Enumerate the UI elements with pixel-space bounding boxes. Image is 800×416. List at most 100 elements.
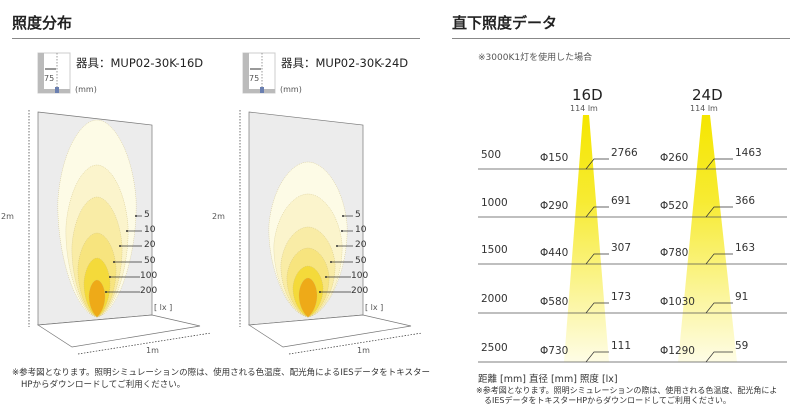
leader-line <box>585 302 609 314</box>
contour-label: 50 <box>144 256 156 266</box>
right-note: ※参考図となります。照明シミュレーションの際は、使用される色温度、配光角によ る… <box>476 386 777 406</box>
leader-dot <box>341 230 343 232</box>
table-legend: 距離 [mm] 直径 [mm] 照度 [lx] <box>478 374 618 385</box>
divider <box>12 38 420 39</box>
distance-value: 2000 <box>481 293 508 305</box>
illuminance-value: 1463 <box>735 147 762 159</box>
contour-label: 50 <box>355 256 367 266</box>
beam-16d-lumen: 114 lm <box>570 104 598 113</box>
note-line: ※参考図となります。照明シミュレーションの際は、使用される色温度、配光角によ <box>476 386 778 395</box>
contour-label: 10 <box>144 225 156 235</box>
condition-text: ※3000K1灯を使用した場合 <box>478 53 593 63</box>
leader-dot <box>325 276 327 278</box>
lux-unit-label: [ lx ] <box>154 303 173 312</box>
illuminance-value: 173 <box>611 291 632 303</box>
distance-value: 2500 <box>481 342 508 354</box>
direct-illuminance-title: 直下照度データ <box>452 14 558 32</box>
floor-plane <box>36 314 201 348</box>
leader-line <box>585 158 609 170</box>
contour-label: 5 <box>144 210 150 220</box>
diameter-value: Φ730 <box>540 345 569 357</box>
leader-dot <box>330 261 332 263</box>
diameter-value: Φ440 <box>540 247 569 259</box>
wall-icon <box>38 53 44 93</box>
illuminance-value: 91 <box>735 291 749 303</box>
illuminance-value: 111 <box>611 340 632 352</box>
leader-line <box>585 206 609 218</box>
ceiling-icon <box>243 89 275 93</box>
floor-plane <box>247 314 412 348</box>
diameter-value: Φ260 <box>660 152 689 164</box>
leader-dot <box>105 291 107 293</box>
leader-line <box>705 253 733 265</box>
unit-label: (mm) <box>280 85 302 94</box>
isolux-contour-200 <box>88 279 106 318</box>
beam-24d-name: 24D <box>692 86 723 104</box>
illuminance-value: 366 <box>735 195 756 207</box>
leader-dot <box>336 245 338 247</box>
contour-label: 5 <box>355 210 361 220</box>
width-dimension-arrow <box>77 332 212 355</box>
leader-line <box>705 302 733 314</box>
fixture-icon <box>55 87 59 93</box>
divider <box>452 38 790 39</box>
leader-dot <box>342 215 344 217</box>
distance-value: 1500 <box>481 244 508 256</box>
beam-24d-lumen: 114 lm <box>690 104 718 113</box>
diameter-value: Φ580 <box>540 296 569 308</box>
leader-dot <box>109 276 111 278</box>
height-label: 2m <box>1 212 14 221</box>
offset-label: 75 <box>249 74 260 83</box>
illuminance-value: 59 <box>735 340 749 352</box>
leader-dot <box>135 215 137 217</box>
illuminance-value: 691 <box>611 195 632 207</box>
leader-dot <box>319 291 321 293</box>
width-label: 1m <box>357 346 370 355</box>
fixture-icon <box>260 87 264 93</box>
illuminance-value: 2766 <box>611 147 638 159</box>
note-line: HPからダウンロードしてご利用ください。 <box>21 380 186 390</box>
leader-line <box>705 351 733 363</box>
contour-label: 200 <box>140 286 158 296</box>
width-dimension-arrow <box>288 332 423 355</box>
leader-line <box>705 158 733 170</box>
note-line: ※参考図となります。照明シミュレーションの際は、使用される色温度、配光角によるI… <box>12 368 430 378</box>
ceiling-icon <box>38 89 70 93</box>
leader-dot <box>126 230 128 232</box>
unit-label: (mm) <box>75 85 97 94</box>
diameter-value: Φ780 <box>660 247 689 259</box>
contour-label: 20 <box>144 240 156 250</box>
leader-dot <box>119 245 121 247</box>
wall-icon <box>243 53 249 93</box>
fixture-label-24d: 器具：MUP02-30K-24D <box>281 56 409 70</box>
distance-value: 500 <box>481 149 502 161</box>
illuminance-value: 307 <box>611 242 632 254</box>
contour-label: 200 <box>351 286 369 296</box>
beam-16d-name: 16D <box>572 86 603 104</box>
diameter-value: Φ290 <box>540 200 569 212</box>
illuminance-value: 163 <box>735 242 756 254</box>
width-label: 1m <box>146 346 159 355</box>
diameter-value: Φ520 <box>660 200 689 212</box>
contour-label: 20 <box>355 240 367 250</box>
offset-label: 75 <box>44 74 55 83</box>
diameter-value: Φ1290 <box>660 345 695 357</box>
lux-unit-label: [ lx ] <box>365 303 384 312</box>
isolux-contour-200 <box>298 277 318 318</box>
beam-16d <box>564 115 609 362</box>
height-label: 2m <box>212 212 225 221</box>
fixture-label-16d: 器具：MUP02-30K-16D <box>76 56 204 70</box>
leader-line <box>585 351 609 363</box>
contour-label: 100 <box>140 271 158 281</box>
left-note: ※参考図となります。照明シミュレーションの際は、使用される色温度、配光角によるI… <box>12 367 430 391</box>
distance-value: 1000 <box>481 197 508 209</box>
leader-line <box>705 206 733 218</box>
note-line: るIESデータをトキスターHPからダウンロードしてご利用ください。 <box>484 396 731 405</box>
beam-24d <box>678 115 737 362</box>
diameter-value: Φ150 <box>540 152 569 164</box>
diameter-value: Φ1030 <box>660 296 695 308</box>
leader-line <box>585 253 609 265</box>
leader-dot <box>113 261 115 263</box>
